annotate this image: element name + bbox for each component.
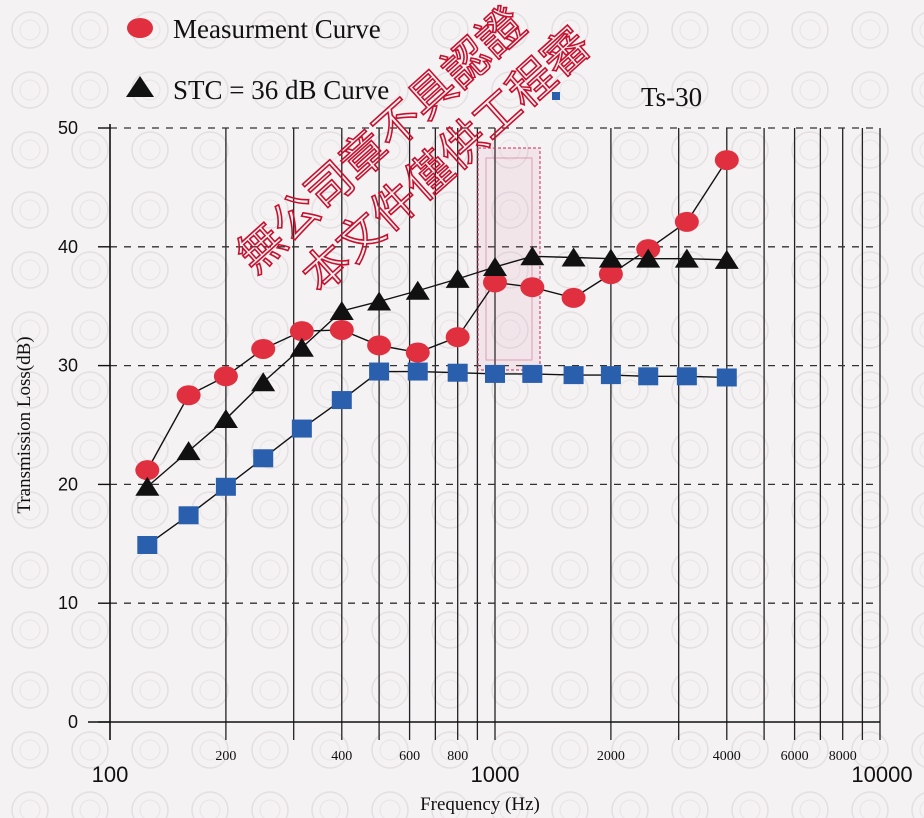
ts30-point <box>137 535 158 554</box>
ts30-point <box>716 368 737 387</box>
y-tick-label: 10 <box>58 593 78 613</box>
ts30-point <box>638 367 659 386</box>
stc-point <box>445 268 470 288</box>
x-tick-label-minor: 600 <box>399 749 420 764</box>
measurement-point <box>289 321 314 342</box>
y-tick-label: 20 <box>58 474 78 494</box>
legend-marker-ts30 <box>552 92 560 100</box>
stc-point <box>176 441 201 461</box>
x-tick-label-minor: 2000 <box>597 749 625 764</box>
legend-label-measurement: Measurment Curve <box>173 14 381 44</box>
stc-point <box>561 247 586 267</box>
ts30-point <box>676 367 697 386</box>
stc-point <box>135 476 160 496</box>
legend-label-stc: STC = 36 dB Curve <box>173 75 389 105</box>
measurement-point <box>561 287 586 308</box>
axes: 0 10 20 30 40 50 100 1000 10000 200 400 600 800 2000 4… <box>14 118 913 815</box>
legend-marker-measurement <box>127 18 153 38</box>
y-axis-title: Transmission Loss(dB) <box>14 336 35 513</box>
x-tick-label-major: 100 <box>92 762 129 787</box>
measurement-point <box>483 272 507 293</box>
y-tick-label: 30 <box>58 356 78 376</box>
series-line-1 <box>146 255 727 488</box>
ts30-point <box>331 391 352 410</box>
series-line-2 <box>146 370 727 546</box>
stc-point <box>483 256 507 276</box>
ts30-point <box>253 449 274 468</box>
y-tick-label: 40 <box>58 237 78 257</box>
stc-point <box>714 249 739 269</box>
x-tick-label-minor: 400 <box>331 749 352 764</box>
ts30-point <box>407 362 428 381</box>
x-tick-label-major: 1000 <box>471 762 520 787</box>
stc-point <box>636 248 661 268</box>
x-tick-label-minor: 6000 <box>781 749 809 764</box>
stc-point <box>674 248 699 268</box>
measurement-point <box>714 150 739 171</box>
ts30-point <box>522 364 543 383</box>
measurement-point <box>251 338 276 359</box>
measurement-point <box>135 460 160 481</box>
ts30-point <box>447 363 468 382</box>
measurement-point <box>367 335 392 356</box>
x-tick-label-major: 10000 <box>851 762 912 787</box>
legend-marker-stc <box>126 76 154 97</box>
ts30-point <box>600 366 621 385</box>
measurement-point <box>213 366 238 387</box>
x-tick-label-minor: 8000 <box>829 749 857 764</box>
x-tick-label-minor: 200 <box>215 749 236 764</box>
measurement-point <box>598 264 623 285</box>
measurement-point <box>405 342 430 363</box>
legend: Measurment Curve STC = 36 dB Curve Ts-30 <box>126 14 702 112</box>
stc-point <box>598 248 623 268</box>
x-tick-label-minor: 800 <box>447 749 468 764</box>
ts30-point <box>563 366 584 385</box>
ts30-point <box>215 477 236 496</box>
measurement-point <box>445 327 470 348</box>
series-line-0 <box>146 159 728 471</box>
ts30-point <box>291 419 312 438</box>
measurement-point <box>674 211 699 232</box>
series <box>135 150 739 554</box>
measurement-point <box>329 319 354 340</box>
stc-point <box>289 337 314 357</box>
y-tick-label: 50 <box>58 118 78 138</box>
stc-point <box>213 409 238 429</box>
legend-label-ts30: Ts-30 <box>641 82 702 112</box>
measurement-point <box>520 277 545 298</box>
stc-point <box>251 372 276 392</box>
ts30-point <box>369 362 390 381</box>
stc-point <box>405 280 430 300</box>
ts30-point <box>485 364 505 383</box>
stc-point <box>520 246 545 266</box>
x-tick-label-minor: 4000 <box>713 749 741 764</box>
stc-point <box>367 291 392 311</box>
ts30-point <box>178 506 199 525</box>
y-tick-label: 0 <box>68 712 78 732</box>
measurement-point <box>176 385 201 406</box>
x-axis-title: Frequency (Hz) <box>420 794 540 815</box>
stc-point <box>329 300 354 320</box>
